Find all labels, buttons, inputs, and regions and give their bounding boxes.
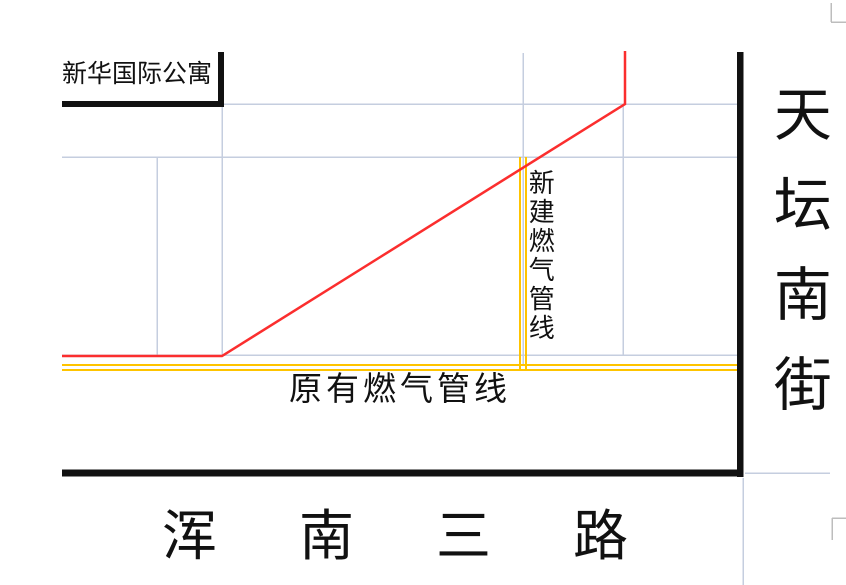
east-street-name-label: 天坛南街 (764, 84, 830, 444)
south-street-name-label: 浑南三路 (162, 506, 711, 567)
street-and-building-outlines (62, 52, 744, 477)
gas-pipeline-lines (62, 157, 740, 371)
existing-gas-pipeline-label: 原有燃气管线 (289, 370, 511, 407)
new-gas-pipeline-label: 新建燃气管线 (525, 169, 556, 343)
page-corner-marks (830, 3, 846, 540)
red-route-line (62, 51, 627, 358)
building-title-label: 新华国际公寓 (62, 60, 213, 88)
